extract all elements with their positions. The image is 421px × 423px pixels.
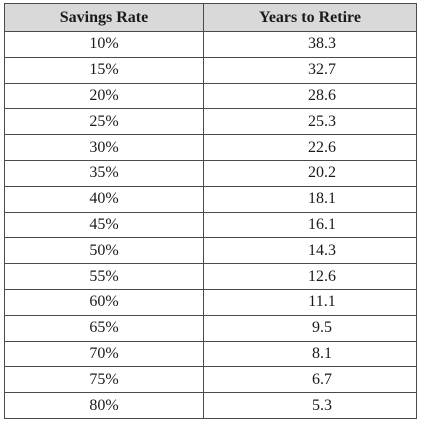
savings-rate-table: Savings Rate Years to Retire 10% 38.3 15…: [4, 3, 417, 419]
savings-rate-cell: 45%: [4, 211, 204, 239]
years-to-retire-cell: 14.3: [203, 237, 417, 265]
table-row: 80% 5.3: [4, 392, 417, 419]
years-to-retire-cell: 28.6: [203, 82, 417, 110]
table-row: 15% 32.7: [4, 56, 417, 84]
header-savings-rate: Savings Rate: [4, 3, 204, 32]
years-to-retire-cell: 32.7: [203, 56, 417, 84]
years-to-retire-cell: 9.5: [203, 314, 417, 342]
table-row: 45% 16.1: [4, 211, 417, 239]
years-to-retire-cell: 18.1: [203, 185, 417, 213]
savings-rate-cell: 30%: [4, 134, 204, 161]
savings-rate-cell: 50%: [4, 237, 204, 265]
savings-rate-cell: 10%: [4, 31, 204, 58]
table-body: 10% 38.3 15% 32.7 20% 28.6 25% 25.3 30% …: [4, 31, 417, 419]
years-to-retire-cell: 6.7: [203, 366, 417, 394]
savings-rate-cell: 80%: [4, 392, 204, 419]
savings-table-container: Savings Rate Years to Retire 10% 38.3 15…: [4, 3, 417, 419]
savings-rate-cell: 60%: [4, 288, 204, 316]
savings-rate-cell: 25%: [4, 108, 204, 136]
years-to-retire-cell: 25.3: [203, 108, 417, 136]
header-years-to-retire: Years to Retire: [203, 3, 417, 32]
years-to-retire-cell: 12.6: [203, 263, 417, 290]
years-to-retire-cell: 20.2: [203, 159, 417, 187]
savings-rate-cell: 15%: [4, 56, 204, 84]
savings-rate-cell: 55%: [4, 263, 204, 290]
table-row: 40% 18.1: [4, 185, 417, 213]
table-row: 20% 28.6: [4, 82, 417, 110]
years-to-retire-cell: 16.1: [203, 211, 417, 239]
savings-rate-cell: 75%: [4, 366, 204, 394]
table-row: 25% 25.3: [4, 108, 417, 136]
savings-rate-cell: 40%: [4, 185, 204, 213]
years-to-retire-cell: 8.1: [203, 340, 417, 368]
table-row: 60% 11.1: [4, 288, 417, 316]
years-to-retire-cell: 11.1: [203, 288, 417, 316]
savings-rate-cell: 20%: [4, 82, 204, 110]
years-to-retire-cell: 22.6: [203, 134, 417, 161]
header-row: Savings Rate Years to Retire: [4, 3, 417, 32]
table-header: Savings Rate Years to Retire: [4, 3, 417, 32]
table-row: 75% 6.7: [4, 366, 417, 394]
savings-rate-cell: 35%: [4, 159, 204, 187]
table-row: 65% 9.5: [4, 314, 417, 342]
table-row: 70% 8.1: [4, 340, 417, 368]
table-row: 30% 22.6: [4, 134, 417, 161]
table-row: 10% 38.3: [4, 31, 417, 58]
savings-rate-cell: 65%: [4, 314, 204, 342]
table-row: 50% 14.3: [4, 237, 417, 265]
years-to-retire-cell: 38.3: [203, 31, 417, 58]
savings-rate-cell: 70%: [4, 340, 204, 368]
years-to-retire-cell: 5.3: [203, 392, 417, 419]
table-row: 55% 12.6: [4, 263, 417, 290]
table-row: 35% 20.2: [4, 159, 417, 187]
